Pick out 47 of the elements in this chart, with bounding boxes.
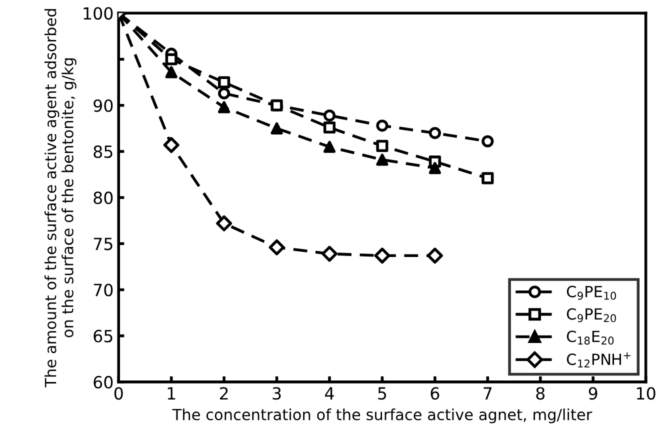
x-tick-label: 1 <box>168 387 176 400</box>
x-tick-label: 0 <box>114 387 123 400</box>
x-tick-label: 8 <box>536 387 545 400</box>
point <box>376 120 388 132</box>
point <box>268 239 285 256</box>
y-tick-label: 60 <box>94 376 113 388</box>
legend-label: C$_{9}$PE$_{10}$ <box>566 286 616 300</box>
point <box>322 246 338 262</box>
legend-label: C$_{18}$E$_{20}$ <box>566 330 614 345</box>
point <box>323 140 336 153</box>
point <box>218 87 230 100</box>
legend-label: C$_{9}$PE$_{20}$ <box>566 308 616 322</box>
x-axis-title: The concentration of the surface active agnet, mg/liter <box>172 408 592 424</box>
point <box>270 122 283 134</box>
point <box>482 172 494 184</box>
x-tick-label: 6 <box>430 387 440 400</box>
point <box>165 53 178 66</box>
x-tick-label: 4 <box>325 387 334 400</box>
y-tick-label: 80 <box>94 192 113 204</box>
x-tick-label: 3 <box>272 387 281 400</box>
x-tick-label: 7 <box>484 387 492 400</box>
x-tick-label: 9 <box>588 387 598 400</box>
y-tick-label: 75 <box>94 238 112 250</box>
point <box>163 137 180 153</box>
point <box>482 135 494 148</box>
point <box>165 66 178 78</box>
point <box>216 215 232 232</box>
x-tick-label: 10 <box>637 387 656 400</box>
y-tick-label: 100 <box>84 7 113 20</box>
point <box>376 154 388 166</box>
point <box>323 109 336 122</box>
point <box>428 162 441 174</box>
y-tick-label: 65 <box>94 330 112 342</box>
y-tick-label: 70 <box>94 284 113 296</box>
legend-label: C$_{12}$PNH$^{+}$ <box>566 352 630 368</box>
point <box>218 76 230 88</box>
point <box>323 121 336 134</box>
point <box>426 248 443 264</box>
y-tick-label: 85 <box>94 145 112 158</box>
y-tick-label: 90 <box>94 99 113 112</box>
y-axis-title: The amount of the surface active agent adsorbed on the surface of the bentonite, g/kg <box>44 9 76 388</box>
point <box>428 126 441 140</box>
x-tick-label: 2 <box>220 387 228 400</box>
point <box>376 140 388 152</box>
point <box>374 248 390 264</box>
x-tick-label: 5 <box>378 387 386 400</box>
point <box>218 101 230 114</box>
